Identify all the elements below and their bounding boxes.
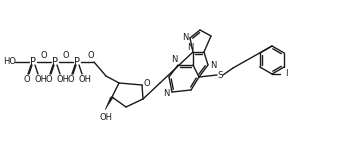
Text: OH: OH [78,76,92,85]
Text: OH: OH [57,76,69,85]
Text: OH: OH [34,76,48,85]
Text: O: O [88,50,94,59]
Text: O: O [41,50,47,59]
Text: P: P [74,57,80,67]
Text: HO: HO [4,58,17,67]
Text: I: I [285,69,288,78]
Polygon shape [105,97,113,110]
Text: P: P [30,57,36,67]
Text: N: N [182,32,188,41]
Text: OH: OH [100,113,113,122]
Text: P: P [52,57,58,67]
Text: O: O [68,76,74,85]
Text: O: O [46,76,52,85]
Text: N: N [210,60,216,69]
Text: O: O [63,50,69,59]
Text: N: N [187,42,193,51]
Text: N: N [163,89,169,98]
Text: O: O [24,76,30,85]
Text: N: N [171,56,177,65]
Text: O: O [144,78,150,87]
Text: S: S [217,70,223,79]
